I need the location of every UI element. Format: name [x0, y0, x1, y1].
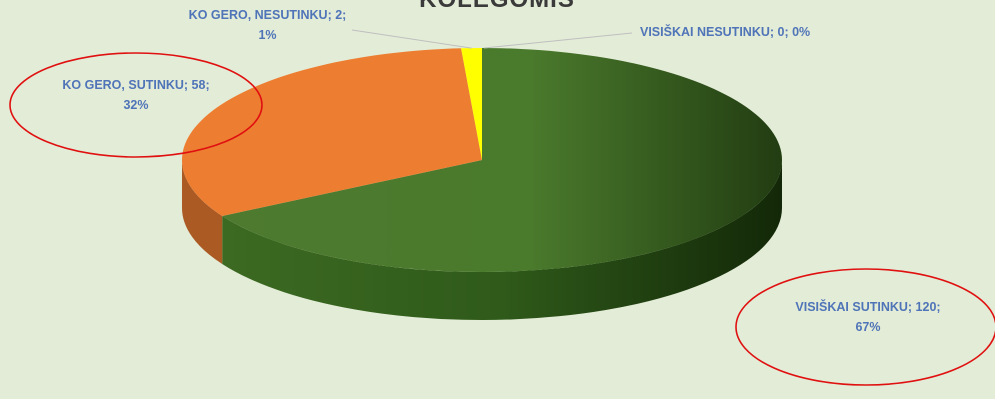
pie-side-walls: [182, 160, 783, 320]
annotation-ellipses: [9, 52, 995, 386]
data-label-ko-gero-nesutinku: KO GERO, NESUTINKU; 2; 1%: [188, 8, 347, 42]
leader-line-ko-gero-nesutinku: [351, 29, 472, 49]
pie-side-ko-gero-sutinku: [182, 160, 223, 264]
pie-slice-visi-kai-sutinku: [222, 48, 782, 272]
leader-lines: [351, 29, 633, 49]
leader-line-visiskai-nesutinku: [483, 32, 633, 49]
data-label-visiskai-nesutinku: VISIŠKAI NESUTINKU; 0; 0%: [640, 25, 811, 39]
annotation-ellipse-visiskai-sutinku: [735, 268, 995, 386]
pie-top-faces: [181, 48, 782, 272]
data-label-ko-gero-sutinku: KO GERO, SUTINKU; 58; 32%: [62, 78, 210, 112]
data-label-visiskai-sutinku: VISIŠKAI SUTINKU; 120; 67%: [795, 300, 941, 334]
annotation-ellipse-sutinku: [9, 52, 263, 158]
pie-side-visi-kai-sutinku: [222, 160, 783, 320]
chart-title: KOLEGOMIS: [419, 0, 575, 14]
pie-slice-ko-gero-nesutinku: [461, 48, 482, 160]
